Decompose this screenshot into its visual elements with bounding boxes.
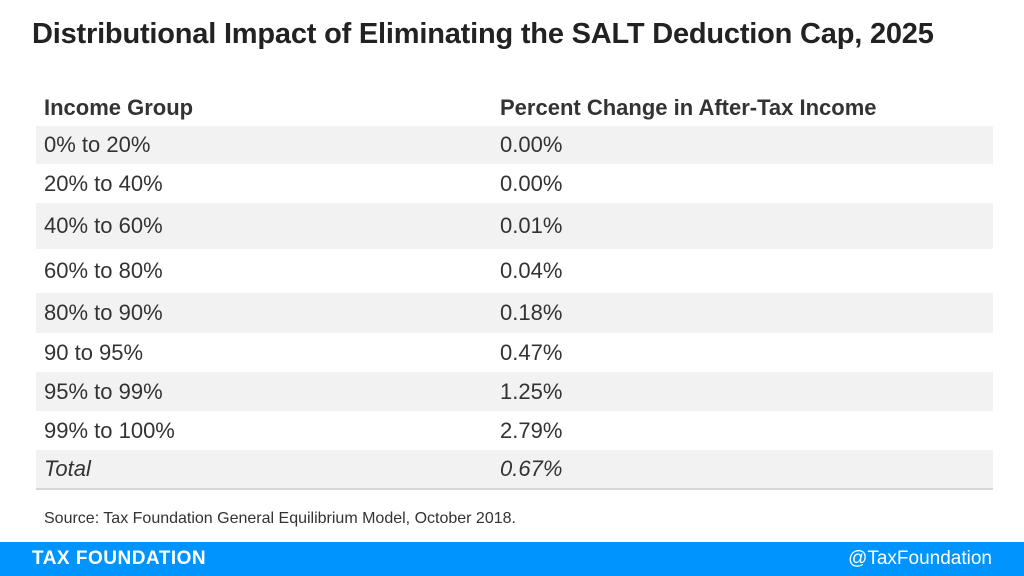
data-table: Income Group Percent Change in After-Tax… xyxy=(36,90,993,490)
percent-change-cell: 2.79% xyxy=(500,417,563,443)
percent-change-cell: 0.47% xyxy=(500,339,563,365)
source-note: Source: Tax Foundation General Equilibri… xyxy=(44,510,516,527)
income-group-cell: 40% to 60% xyxy=(44,213,163,238)
income-group-cell: 80% to 90% xyxy=(44,300,163,325)
table-row: 99% to 100% 2.79% xyxy=(36,411,993,450)
percent-change-cell: 0.67% xyxy=(500,456,563,481)
header-percent-change: Percent Change in After-Tax Income xyxy=(500,95,877,120)
percent-change-cell: 0.04% xyxy=(500,258,563,283)
percent-change-cell: 0.18% xyxy=(500,300,563,325)
income-group-cell: 60% to 80% xyxy=(44,258,163,283)
table-body: 0% to 20% 0.00% 20% to 40% 0.00% 40% to 60% 0… xyxy=(36,126,993,488)
income-group-cell: 20% to 40% xyxy=(44,170,163,196)
income-group-cell: 99% to 100% xyxy=(44,417,175,443)
percent-change-cell: 1.25% xyxy=(500,378,563,404)
table-row: 95% to 99% 1.25% xyxy=(36,372,993,411)
header-income-group: Income Group xyxy=(44,95,194,120)
percent-change-cell: 0.00% xyxy=(500,132,563,157)
table-row: 60% to 80% 0.04% xyxy=(36,249,993,293)
footer-handle: @TaxFoundation xyxy=(848,548,992,569)
table-row: 40% to 60% 0.01% xyxy=(36,203,993,249)
percent-change-cell: 0.00% xyxy=(500,170,563,196)
income-group-cell: 0% to 20% xyxy=(44,132,151,157)
footer-bar: TAX FOUNDATION @TaxFoundation xyxy=(0,542,1024,576)
income-group-cell: 95% to 99% xyxy=(44,378,163,404)
footer-brand: TAX FOUNDATION xyxy=(32,548,207,569)
table-row: 20% to 40% 0.00% xyxy=(36,164,993,203)
table-row: 80% to 90% 0.18% xyxy=(36,293,993,333)
table-row: 0% to 20% 0.00% xyxy=(36,126,993,164)
income-group-cell: 90 to 95% xyxy=(44,339,144,365)
table-row: 90 to 95% 0.47% xyxy=(36,333,993,372)
percent-change-cell: 0.01% xyxy=(500,213,563,238)
table-row-total: Total 0.67% xyxy=(36,450,993,488)
table-bottom-rule xyxy=(36,488,993,490)
table-header: Income Group Percent Change in After-Tax… xyxy=(36,90,993,126)
chart-title: Distributional Impact of Eliminating the… xyxy=(32,18,934,50)
income-group-cell: Total xyxy=(44,456,91,481)
